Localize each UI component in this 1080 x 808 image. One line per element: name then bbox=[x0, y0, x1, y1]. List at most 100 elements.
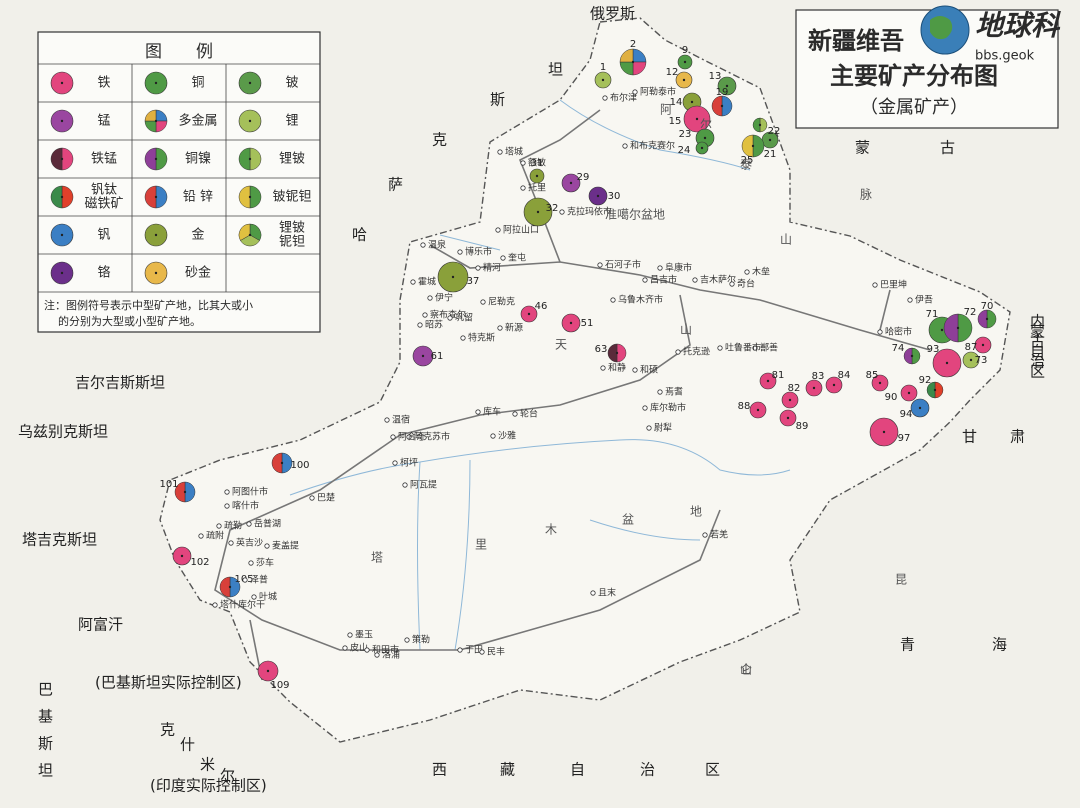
symbol-center bbox=[60, 119, 64, 123]
symbol-segment bbox=[752, 134, 765, 158]
city-label: 新源 bbox=[505, 322, 523, 334]
deposit-number: 72 bbox=[964, 307, 977, 318]
mineral-symbol bbox=[523, 197, 553, 227]
symbol-center bbox=[266, 669, 270, 673]
symbol-segment bbox=[144, 185, 157, 209]
city-label: 托里 bbox=[528, 182, 546, 194]
region-label: 乌兹别克斯坦 bbox=[18, 423, 108, 441]
legend-label: 金 bbox=[191, 227, 204, 243]
symbol-center bbox=[940, 328, 944, 332]
deposit-number: 24 bbox=[678, 145, 691, 156]
symbol-center bbox=[786, 416, 790, 420]
mineral-symbol bbox=[174, 481, 196, 503]
mineral-symbol bbox=[437, 261, 469, 293]
city-label: 库尔勒市 bbox=[650, 402, 686, 414]
mineral-symbol bbox=[594, 71, 612, 89]
city-dot bbox=[597, 262, 603, 268]
symbol-segment bbox=[61, 185, 74, 209]
city-dot bbox=[520, 160, 526, 166]
city-label: 奎屯 bbox=[508, 252, 526, 264]
symbol-center bbox=[154, 119, 158, 123]
mineral-symbol bbox=[900, 384, 918, 402]
city-dot bbox=[642, 277, 648, 283]
deposit-number: 21 bbox=[764, 149, 777, 160]
roads bbox=[214, 109, 931, 681]
city-dot bbox=[216, 523, 222, 529]
legend-label: 钒 bbox=[97, 228, 110, 243]
city-dot bbox=[632, 367, 638, 373]
symbol-center bbox=[60, 157, 64, 161]
symbol-segment bbox=[184, 481, 196, 503]
mineral-symbol bbox=[172, 546, 192, 566]
symbol-center bbox=[981, 343, 985, 347]
symbol-segment bbox=[144, 147, 157, 171]
deposit-number: 73 bbox=[975, 355, 988, 366]
city-dot bbox=[264, 543, 270, 549]
road bbox=[518, 109, 601, 263]
city-label: 巴里坤 bbox=[880, 279, 907, 291]
city-dot bbox=[457, 249, 463, 255]
deposit-number: 70 bbox=[981, 301, 994, 312]
symbol-segment bbox=[911, 347, 921, 365]
mineral-symbol bbox=[741, 134, 765, 158]
city-label: 沙雅 bbox=[498, 430, 516, 442]
mineral-symbol bbox=[50, 71, 74, 95]
city-label: 和布克赛尔 bbox=[630, 140, 675, 152]
legend-label: 铁 bbox=[97, 76, 110, 91]
symbol-center bbox=[154, 157, 158, 161]
city-dot bbox=[347, 632, 353, 638]
city-dot bbox=[246, 521, 252, 527]
river bbox=[454, 459, 471, 651]
mineral-symbol bbox=[50, 223, 74, 247]
river bbox=[589, 519, 701, 541]
province-border bbox=[159, 17, 1011, 743]
city-dot bbox=[242, 577, 248, 583]
mineral-symbol bbox=[903, 347, 921, 365]
legend-label: 锰 bbox=[97, 114, 110, 129]
mineral-symbol bbox=[779, 409, 797, 427]
city-dot bbox=[460, 335, 466, 341]
symbol-center bbox=[882, 430, 886, 434]
symbol-segment bbox=[174, 481, 186, 503]
deposit-number: 15 bbox=[669, 116, 682, 127]
mineral-symbol bbox=[962, 351, 980, 369]
deposit-number: 94 bbox=[900, 409, 913, 420]
city-label: 轮台 bbox=[520, 408, 538, 420]
city-dot bbox=[427, 295, 433, 301]
city-label: 塔城 bbox=[505, 146, 523, 158]
legend-note: 的分别为大型或小型矿产地。 bbox=[58, 314, 201, 328]
symbol-segment bbox=[281, 452, 293, 474]
mineral-symbol bbox=[144, 261, 168, 285]
region-label: 吉尔吉斯斯坦 bbox=[75, 374, 165, 392]
symbol-center bbox=[768, 138, 772, 142]
mineral-symbol bbox=[926, 381, 944, 399]
city-label: 温宿 bbox=[392, 414, 410, 426]
symbol-segment bbox=[61, 147, 74, 171]
symbol-segment bbox=[249, 147, 262, 171]
city-label: 英吉沙 bbox=[236, 537, 263, 549]
deposit-number: 9 bbox=[682, 45, 688, 56]
city-dot bbox=[642, 405, 648, 411]
city-label: 阿瓦提 bbox=[410, 480, 437, 491]
city-label: 阜康市 bbox=[665, 262, 692, 274]
symbol-center bbox=[228, 585, 232, 589]
city-label: 塔什库尔干 bbox=[220, 599, 265, 611]
deposit-number: 19 bbox=[716, 87, 729, 98]
mineral-symbol bbox=[825, 376, 843, 394]
mineral-symbol bbox=[871, 374, 889, 392]
city-label: 阿拉山口 bbox=[503, 224, 539, 236]
symbol-center bbox=[154, 233, 158, 237]
city-dot bbox=[729, 281, 735, 287]
symbol-segment bbox=[240, 234, 260, 247]
symbol-segment bbox=[957, 313, 973, 343]
deposit-number: 25 bbox=[741, 155, 754, 166]
deposit-number: 12 bbox=[666, 67, 679, 78]
deposit-number: 82 bbox=[788, 383, 801, 394]
symbol-center bbox=[832, 383, 836, 387]
legend-label: 铌钽 bbox=[279, 235, 305, 250]
city-label: 莎车 bbox=[256, 557, 274, 569]
legend-box bbox=[37, 31, 321, 333]
deposit-number: 13 bbox=[709, 71, 722, 82]
city-label: 乌鲁木齐市 bbox=[618, 294, 663, 306]
symbol-segment bbox=[741, 134, 754, 158]
